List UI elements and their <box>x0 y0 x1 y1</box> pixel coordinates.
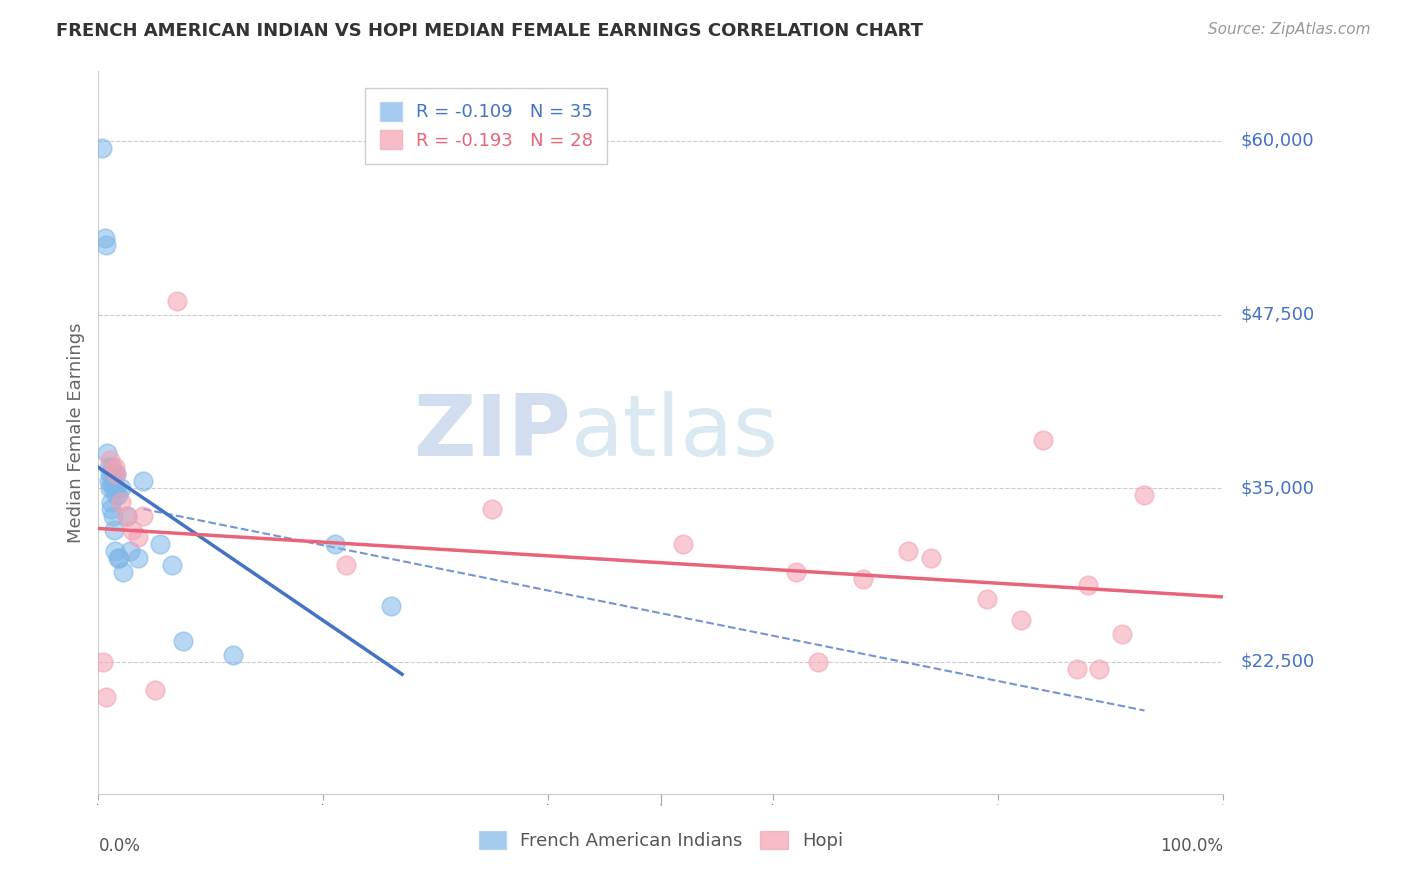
Text: Source: ZipAtlas.com: Source: ZipAtlas.com <box>1208 22 1371 37</box>
Point <box>105 488 128 502</box>
Point <box>115 508 138 523</box>
Point <box>98 453 121 467</box>
Point <box>101 475 124 489</box>
Point <box>1066 662 1088 676</box>
Point <box>672 537 695 551</box>
Point <box>132 475 155 489</box>
Point <box>1111 627 1133 641</box>
Text: $35,000: $35,000 <box>1240 479 1315 497</box>
Point <box>976 592 998 607</box>
Text: ZIP: ZIP <box>413 391 571 475</box>
Point <box>380 599 402 614</box>
Point <box>127 550 149 565</box>
Point <box>104 481 127 495</box>
Point <box>1077 578 1099 592</box>
Point <box>97 475 120 489</box>
Point <box>1032 433 1054 447</box>
Point <box>132 508 155 523</box>
Text: $60,000: $60,000 <box>1240 132 1313 150</box>
Point <box>335 558 357 572</box>
Point <box>110 495 132 509</box>
Point <box>897 543 920 558</box>
Point <box>100 495 122 509</box>
Point <box>105 467 128 482</box>
Point <box>96 690 118 704</box>
Legend: French American Indians, Hopi: French American Indians, Hopi <box>471 823 851 857</box>
Point <box>222 648 245 662</box>
Point <box>103 523 125 537</box>
Point <box>97 460 120 475</box>
Point <box>94 231 117 245</box>
Point <box>1088 662 1111 676</box>
Text: $47,500: $47,500 <box>1240 306 1315 324</box>
Point <box>96 238 118 252</box>
Point <box>149 537 172 551</box>
Point <box>103 467 125 482</box>
Point <box>107 550 129 565</box>
Point <box>101 508 124 523</box>
Point <box>90 141 112 155</box>
Point <box>143 682 166 697</box>
Text: $22,500: $22,500 <box>1240 653 1315 671</box>
Text: 0.0%: 0.0% <box>98 838 141 855</box>
Point <box>101 460 124 475</box>
Point <box>91 655 114 669</box>
Point <box>785 565 807 579</box>
Point <box>1133 488 1156 502</box>
Point <box>101 481 124 495</box>
Point <box>807 655 830 669</box>
Point <box>160 558 183 572</box>
Point <box>127 530 149 544</box>
Point <box>172 634 194 648</box>
Point <box>104 460 127 475</box>
Point <box>920 550 942 565</box>
Point <box>96 446 118 460</box>
Point <box>110 481 132 495</box>
Point <box>107 550 129 565</box>
Point <box>107 488 129 502</box>
Point <box>166 293 188 308</box>
Text: FRENCH AMERICAN INDIAN VS HOPI MEDIAN FEMALE EARNINGS CORRELATION CHART: FRENCH AMERICAN INDIAN VS HOPI MEDIAN FE… <box>56 22 924 40</box>
Point <box>481 502 503 516</box>
Point <box>112 565 135 579</box>
Point <box>1010 613 1032 627</box>
Text: 100.0%: 100.0% <box>1160 838 1223 855</box>
Text: atlas: atlas <box>571 391 779 475</box>
Point <box>121 523 143 537</box>
Point <box>105 467 128 482</box>
Point <box>115 508 138 523</box>
Point <box>104 543 127 558</box>
Y-axis label: Median Female Earnings: Median Female Earnings <box>66 322 84 543</box>
Point <box>98 467 121 482</box>
Point <box>118 543 141 558</box>
Point <box>98 481 121 495</box>
Point <box>852 572 875 586</box>
Point <box>100 502 122 516</box>
Point <box>323 537 346 551</box>
